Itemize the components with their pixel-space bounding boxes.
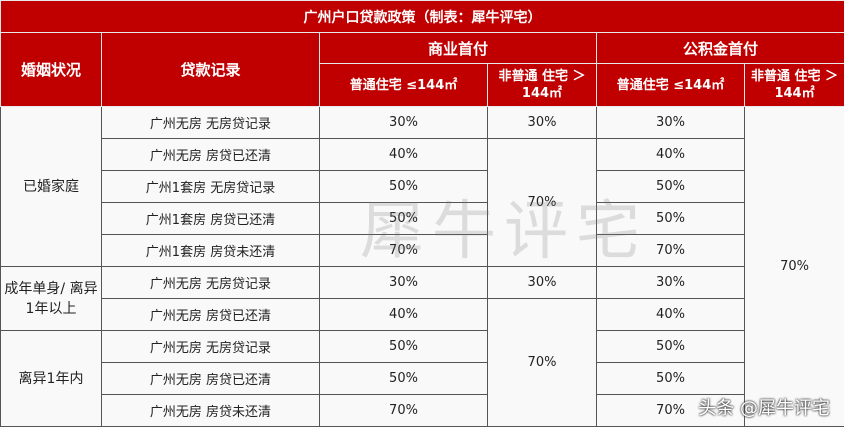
header-loan-record: 贷款记录 [101,32,320,107]
provident-ordinary-cell: 50% [596,202,745,235]
commercial-ordinary-cell: 70% [319,394,488,427]
loan-record-cell: 广州无房 无房贷记录 [101,266,320,299]
provident-ordinary-cell: 30% [596,266,745,299]
loan-record-cell: 广州无房 无房贷记录 [101,106,320,139]
commercial-ordinary-cell: 50% [319,362,488,395]
loan-record-cell: 广州无房 房贷已还清 [101,138,320,171]
provident-ordinary-cell: 40% [596,138,745,171]
commercial-ordinary-cell: 70% [319,234,488,267]
loan-record-cell: 广州无房 房贷未还清 [101,394,320,427]
provident-ordinary-cell: 50% [596,170,745,203]
commercial-ordinary-cell: 30% [319,266,488,299]
loan-record-cell: 广州无房 无房贷记录 [101,330,320,363]
commercial-non-ordinary-cell: 70% [487,298,597,427]
commercial-ordinary-cell: 40% [319,138,488,171]
loan-record-cell: 广州无房 房贷已还清 [101,362,320,395]
loan-record-cell: 广州无房 房贷已还清 [101,298,320,331]
marital-status-cell: 离异1年内 [0,330,102,427]
table-row: 广州无房 房贷已还清 40% 70% 40% [1,298,844,427]
commercial-ordinary-cell: 50% [319,202,488,235]
table-row: 离异1年内 广州无房 无房贷记录 50% 50% [0,330,844,427]
marital-status-cell: 成年单身/ 离异1年以上 [0,266,102,331]
provident-ordinary-cell: 30% [596,106,745,139]
commercial-non-ordinary-cell: 30% [487,106,597,139]
marital-status-cell: 已婚家庭 [0,106,102,267]
table-row: 广州无房 房贷已还清 40% 70% 40% [1,138,844,267]
header-commercial-non-ordinary: 非普通 住宅 ＞144㎡ [487,63,597,107]
provident-ordinary-cell: 70% [596,394,745,427]
loan-record-cell: 广州1套房 无房贷记录 [101,170,320,203]
table-row: 广州1套房 房贷未还清 70% 70% [1,234,844,267]
header-provident-non-ordinary: 非普通 住宅 ＞144㎡ [743,63,844,107]
provident-ordinary-cell: 50% [596,362,745,395]
table-row: 成年单身/ 离异1年以上 广州无房 无房贷记录 30% 30% 30% [0,266,844,331]
provident-ordinary-cell: 40% [596,298,745,331]
commercial-ordinary-cell: 30% [319,106,488,139]
commercial-non-ordinary-cell: 70% [487,138,597,267]
table-row: 广州1套房 房贷已还清 50% 50% [1,202,844,235]
loan-record-cell: 广州1套房 房贷未还清 [101,234,320,267]
header-provident: 公积金首付 [595,32,844,64]
table-row: 广州1套房 无房贷记录 50% 50% [1,170,844,203]
provident-ordinary-cell: 50% [596,330,745,363]
header-marital-status: 婚姻状况 [0,32,102,107]
commercial-ordinary-cell: 40% [319,298,488,331]
table-row: 已婚家庭 广州无房 无房贷记录 30% 30% 30% 70% [0,106,844,427]
commercial-ordinary-cell: 50% [319,330,488,363]
table-title: 广州户口贷款政策（制表：犀牛评宅） [0,0,844,33]
header-commercial: 商业首付 [319,32,597,64]
header-commercial-ordinary: 普通住宅 ≤144㎡ [319,63,488,107]
provident-ordinary-cell: 70% [596,234,745,267]
commercial-non-ordinary-cell: 30% [487,266,597,299]
loan-record-cell: 广州1套房 房贷已还清 [101,202,320,235]
header-provident-ordinary: 普通住宅 ≤144㎡ [596,63,745,107]
commercial-ordinary-cell: 50% [319,170,488,203]
table-row: 广州无房 房贷已还清 50% 50% [1,362,844,395]
table-row: 广州无房 房贷未还清 70% 70% [1,394,844,427]
provident-non-ordinary-cell: 70% [743,106,844,427]
